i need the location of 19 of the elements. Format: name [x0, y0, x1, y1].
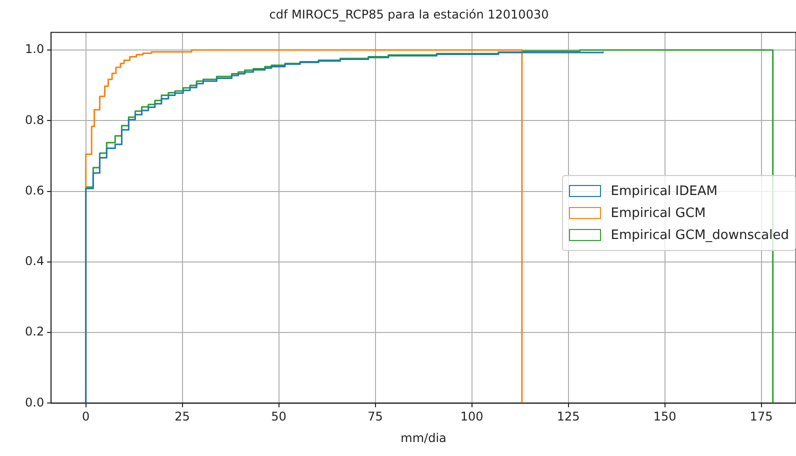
x-tick-label: 0: [82, 410, 90, 424]
x-tick-label: 75: [368, 410, 383, 424]
legend-label: Empirical GCM_downscaled: [610, 228, 789, 242]
y-tick-label: 0.6: [24, 183, 44, 198]
x-axis-title: mm/dia: [400, 430, 446, 445]
y-tick-label: 0.0: [24, 395, 44, 410]
x-tick-label: 150: [653, 410, 676, 424]
x-tick-label: 25: [174, 410, 190, 424]
chart-title: cdf MIROC5_RCP85 para la estación 12010030: [269, 7, 549, 22]
legend-label: Empirical IDEAM: [610, 184, 718, 198]
y-tick-label: 0.4: [24, 254, 44, 268]
y-tick-label: 1.0: [24, 42, 44, 56]
legend-label: Empirical GCM: [610, 206, 706, 220]
x-tick-label: 125: [556, 410, 580, 424]
x-tick-label: 50: [271, 410, 286, 424]
x-tick-label: 100: [460, 410, 484, 424]
x-tick-label: 175: [750, 410, 773, 424]
y-tick-label: 0.2: [24, 324, 44, 339]
y-tick-label: 0.8: [24, 112, 44, 127]
